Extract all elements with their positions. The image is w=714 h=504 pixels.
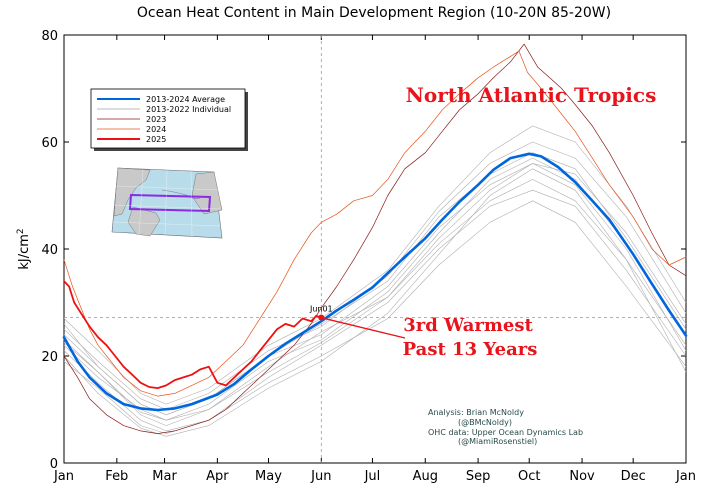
x-tick-label: Oct <box>518 469 540 484</box>
series-individual-line-2 <box>63 189 687 432</box>
series-individual-line-7 <box>63 168 687 437</box>
x-tick-label: Dec <box>621 469 646 484</box>
series-individual-line-5 <box>63 125 687 405</box>
y-tick-label: 60 <box>41 136 58 151</box>
map-mdr-box <box>128 193 212 213</box>
legend-label-4: 2025 <box>146 135 166 144</box>
region-annotation: North Atlantic Tropics <box>406 83 657 107</box>
x-tick-label: Aug <box>413 469 438 484</box>
rank-annotation-line2: Past 13 Years <box>403 339 538 360</box>
series-line-2024 <box>63 50 687 397</box>
region-map-inset <box>111 167 223 239</box>
y-axis-label-unit: kJ/cm <box>17 234 32 270</box>
series-individual-line-9 <box>63 163 687 421</box>
x-tick-label: Jun <box>310 469 331 484</box>
legend-label-2: 2023 <box>146 115 166 124</box>
legend-label-3: 2024 <box>146 125 166 134</box>
x-tick-label: Sep <box>466 469 491 484</box>
map-africa <box>191 171 223 215</box>
y-axis-label-superscript: 2 <box>16 228 26 234</box>
credit-line-1: Analysis: Brian McNoldy <box>428 408 524 417</box>
series-individual-line-8 <box>63 152 687 416</box>
credits: Analysis: Brian McNoldy (@BMcNoldy) OHC … <box>428 408 583 446</box>
map-north-america <box>113 167 151 217</box>
series-individual-line-1 <box>63 179 687 426</box>
x-tick-label: Nov <box>569 469 595 484</box>
rank-annotation-line1: 3rd Warmest <box>403 315 533 336</box>
credit-line-3: OHC data: Upper Ocean Dynamics Lab <box>428 428 583 437</box>
map-island-arc <box>161 189 201 199</box>
series-line-2013-2024-average <box>62 152 688 412</box>
credit-line-4: (@MiamiRosenstiel) <box>458 437 537 446</box>
credit-line-2: (@BMcNoldy) <box>458 418 512 427</box>
x-tick-label: Jul <box>364 469 381 484</box>
y-axis-label: kJ/cm2 <box>16 228 32 269</box>
series-line-2025 <box>63 280 323 389</box>
y-tick-label: 0 <box>50 457 58 472</box>
y-tick-label: 40 <box>41 243 58 258</box>
y-tick-label: 80 <box>41 29 58 44</box>
y-axis-ticks: 0 20 40 60 80 <box>41 29 686 472</box>
series-individual-line-4 <box>63 141 687 410</box>
jun01-point <box>318 314 325 321</box>
x-tick-label: Apr <box>206 469 229 484</box>
x-tick-label: Jan <box>675 469 696 484</box>
x-axis-ticks: Jan Feb Mar Apr May Jun Jul Aug Sep Oct Nov Dec Jan <box>53 35 696 484</box>
jun01-marker: Jun01 <box>309 304 333 321</box>
x-tick-label: Feb <box>105 469 128 484</box>
jun01-label: Jun01 <box>309 304 333 313</box>
series-main-lines <box>62 43 688 434</box>
x-tick-label: Jan <box>53 469 74 484</box>
x-tick-label: May <box>255 469 282 484</box>
map-south-america <box>127 206 161 237</box>
y-tick-label: 20 <box>41 350 58 365</box>
reference-lines <box>64 35 686 463</box>
chart-title: Ocean Heat Content in Main Development R… <box>137 5 611 21</box>
rank-arrow <box>324 317 406 339</box>
series-line-2023 <box>63 43 687 434</box>
x-tick-label: Mar <box>152 469 177 484</box>
legend-label-1: 2013-2022 Individual <box>146 105 231 114</box>
legend-label-0: 2013-2024 Average <box>146 95 225 104</box>
